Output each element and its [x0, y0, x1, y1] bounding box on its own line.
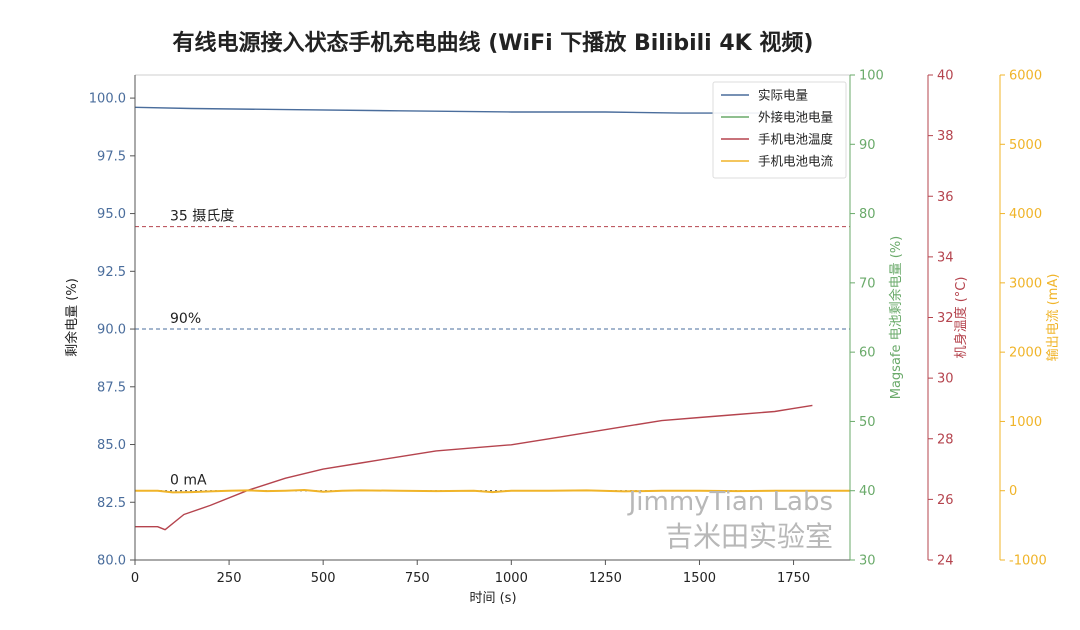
y1-tick-label: 97.5 [97, 149, 126, 164]
watermark-line-1: JimmyTian Labs [627, 487, 833, 517]
y3-tick-label: 32 [937, 311, 954, 326]
y1-tick-label: 90.0 [97, 323, 126, 338]
y2-tick-label: 30 [859, 554, 876, 569]
y3-tick-label: 36 [937, 190, 954, 205]
y3-tick-label: 26 [937, 493, 954, 508]
y1-tick-label: 92.5 [97, 265, 126, 280]
y4-tick-label: 3000 [1009, 276, 1042, 291]
plot-area: 35 摄氏度 90% 0 mA [134, 106, 850, 531]
y3-axis-label: 机身温度 (°C) [953, 277, 969, 359]
watermark-line-2: 吉米田实验室 [665, 520, 833, 553]
series-line [135, 489, 850, 494]
y1-axis-label: 剩余电量 (%) [64, 278, 80, 357]
y4-tick-label: 2000 [1009, 346, 1042, 361]
x-tick-label: 250 [217, 571, 242, 586]
legend-entry-label: 实际电量 [758, 88, 808, 103]
y2-tick-label: 100 [859, 69, 884, 84]
y2-tick-label: 60 [859, 346, 876, 361]
x-tick-label: 750 [405, 571, 430, 586]
y3-tick-label: 30 [937, 372, 954, 387]
y4-axis-label: 输出电流 (mA) [1045, 274, 1061, 362]
x-axis-label: 时间 (s) [469, 591, 516, 606]
y1-tick-label: 85.0 [97, 438, 126, 453]
series-line [134, 106, 813, 114]
y4-tick-label: 4000 [1009, 207, 1042, 222]
y1-tick-label: 95.0 [97, 207, 126, 222]
reference-line-label: 0 mA [170, 473, 207, 489]
y1-tick-label: 100.0 [89, 92, 126, 107]
x-tick-label: 500 [311, 571, 336, 586]
x-tick-label: 1250 [589, 571, 622, 586]
y2-tick-label: 50 [859, 415, 876, 430]
x-tick-label: 1500 [683, 571, 716, 586]
y1-tick-label: 82.5 [97, 496, 126, 511]
y4-tick-label: 1000 [1009, 415, 1042, 430]
watermark: JimmyTian Labs 吉米田实验室 [627, 487, 833, 553]
y2-tick-label: 70 [859, 276, 876, 291]
reference-line-label: 90% [170, 311, 201, 327]
y3-tick-label: 38 [937, 129, 954, 144]
legend-entry-label: 手机电池电流 [758, 154, 834, 169]
y1-tick-label: 87.5 [97, 380, 126, 395]
series-line [135, 404, 813, 531]
y3-tick-label: 40 [937, 69, 954, 84]
legend-entry-label: 手机电池温度 [758, 132, 834, 147]
axes: 0 250 500 750 1000 1250 1500 175080.082.585.087… [64, 69, 1061, 587]
y2-axis-label: Magsafe 电池剩余电量 (%) [888, 236, 904, 400]
x-tick-label: 0 [131, 571, 139, 586]
y4-tick-label: 5000 [1009, 138, 1042, 153]
y2-tick-label: 40 [859, 484, 876, 499]
y3-tick-label: 24 [937, 554, 954, 569]
y3-tick-label: 28 [937, 432, 954, 447]
legend-entry-label: 外接电池电量 [758, 110, 833, 125]
chart-title: 有线电源接入状态手机充电曲线 (WiFi 下播放 Bilibili 4K 视频) [173, 30, 814, 56]
y2-tick-label: 80 [859, 207, 876, 222]
y4-tick-label: 6000 [1009, 69, 1042, 84]
reference-line-label: 35 摄氏度 [170, 209, 234, 225]
y2-tick-label: 90 [859, 138, 876, 153]
legend-box [712, 81, 847, 179]
y1-tick-label: 80.0 [97, 554, 126, 569]
y3-tick-label: 34 [937, 250, 954, 265]
x-tick-label: 1000 [495, 571, 528, 586]
y4-tick-label: 0 [1009, 484, 1017, 499]
y4-tick-label: -1000 [1009, 554, 1047, 569]
x-tick-label: 1750 [777, 571, 810, 586]
